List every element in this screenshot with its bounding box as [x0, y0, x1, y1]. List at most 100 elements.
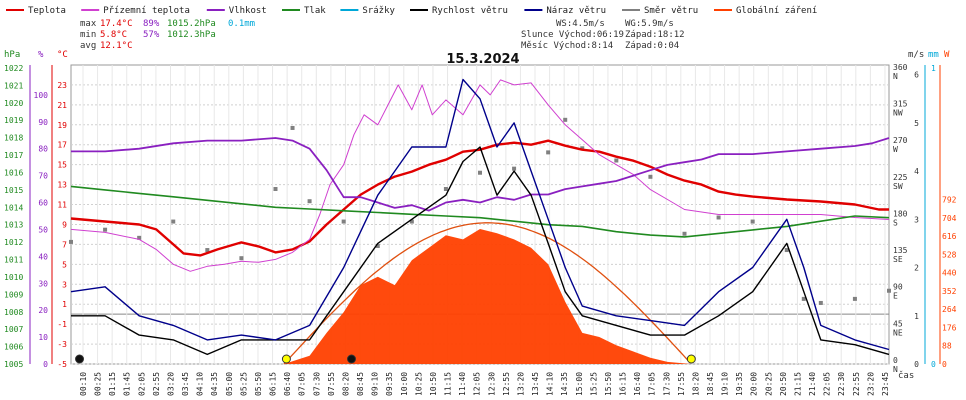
time-tick-label: 16:15	[619, 372, 628, 396]
radiation-area	[284, 229, 692, 364]
humidity-tick-label: 70	[38, 172, 48, 181]
pressure-tick-label: 1020	[4, 99, 23, 108]
humidity-tick-label: 0	[43, 360, 48, 369]
humidity-tick-label: 50	[38, 225, 48, 234]
radiation-tick-label: 704	[942, 214, 957, 223]
series-line-temp	[70, 79, 890, 272]
time-tick-label: 11:15	[444, 372, 453, 396]
time-tick-label: 15:50	[604, 372, 613, 396]
legend: Teplota Přízemní teplota Vlhkost Tlak Srážky…	[6, 6, 817, 16]
direction-tick-label: N	[893, 365, 898, 374]
legend-label: Teplota	[28, 6, 66, 16]
stats-avg-label: avg	[80, 41, 96, 51]
pressure-tick-label: 1014	[4, 203, 23, 212]
radiation-tick-label: 616	[942, 232, 957, 241]
series-line-temp	[70, 139, 889, 257]
time-tick-label: 14:10	[546, 372, 555, 396]
wind-tick-label: 2	[914, 264, 919, 273]
direction-point	[546, 150, 551, 155]
axis-unit-hpa: hPa	[4, 50, 20, 60]
moonset-marker	[75, 354, 85, 364]
pressure-tick-label: 1017	[4, 151, 23, 160]
time-tick-label: 02:55	[152, 372, 161, 396]
temp-tick-label: 17	[57, 141, 67, 150]
temp-tick-label: 7	[62, 240, 67, 249]
direction-tick-label: 180	[893, 209, 908, 218]
direction-point	[375, 243, 380, 248]
stats-max-hum: 89%	[143, 19, 160, 29]
time-tick-label: 20:25	[764, 372, 773, 396]
direction-point	[409, 219, 414, 224]
time-tick-label: 14:35	[560, 372, 569, 396]
time-tick-label: 09:35	[385, 372, 394, 396]
time-tick-label: 18:45	[706, 372, 715, 396]
time-tick-label: 22:05	[823, 372, 832, 396]
pressure-tick-label: 1009	[4, 290, 23, 299]
time-tick-label: 10:00	[400, 372, 409, 396]
time-tick-label: 06:40	[283, 372, 292, 396]
stats-min-press: 1012.3hPa	[167, 30, 216, 40]
direction-tick-label: 360	[893, 63, 908, 72]
rain-tick-label: 0	[931, 360, 936, 369]
legend-item: Náraz větru	[524, 6, 606, 16]
axis-unit-mm: mm	[928, 50, 939, 60]
time-tick-label: 03:20	[166, 372, 175, 396]
sun-set-info: Západ:18:12	[625, 30, 685, 40]
time-tick-label: 23:45	[881, 372, 890, 396]
legend-label: Přízemní teplota	[103, 6, 190, 16]
pressure-tick-label: 1015	[4, 186, 23, 195]
temp-tick-label: -3	[57, 340, 67, 349]
radiation-tick-label: 528	[942, 250, 957, 259]
legend-item: Směr větru	[622, 6, 698, 16]
direction-point	[273, 187, 278, 192]
pressure-tick-label: 1019	[4, 116, 23, 125]
axis-unit-pct: %	[38, 50, 44, 60]
direction-point	[341, 219, 346, 224]
pressure-tick-label: 1022	[4, 64, 23, 73]
radiation-tick-label: 88	[942, 342, 952, 351]
direction-tick-label: N	[893, 72, 898, 81]
stats-max-rain: 0.1mm	[228, 19, 255, 29]
time-tick-label: 13:20	[516, 372, 525, 396]
axis-unit-ms: m/s	[908, 50, 924, 60]
temp-tick-label: 9	[62, 220, 67, 229]
direction-point	[716, 215, 721, 220]
legend-label: Globální záření	[736, 6, 817, 16]
legend-item: Tlak	[282, 6, 326, 16]
legend-label: Rychlost větru	[432, 6, 508, 16]
pressure-tick-label: 1010	[4, 273, 23, 282]
stats-max-temp: 17.4°C	[100, 19, 133, 29]
stats-max-press: 1015.2hPa	[167, 19, 216, 29]
pressure-tick-label: 1021	[4, 81, 23, 90]
axis-unit-time: čas	[898, 370, 914, 381]
direction-tick-label: S	[893, 218, 898, 227]
direction-point	[205, 248, 210, 253]
time-tick-label: 11:40	[458, 372, 467, 396]
time-tick-label: 04:10	[196, 372, 205, 396]
moon-set-info: Západ:0:04	[625, 41, 679, 51]
pressure-tick-label: 1016	[4, 168, 23, 177]
temp-tick-label: 21	[57, 101, 67, 110]
time-tick-label: 00:10	[79, 372, 88, 396]
time-tick-label: 08:45	[356, 372, 365, 396]
wind-tick-label: 4	[914, 167, 919, 176]
temp-tick-label: -1	[57, 320, 67, 329]
humidity-tick-label: 40	[38, 252, 48, 261]
radiation-tick-label: 176	[942, 323, 957, 332]
direction-tick-label: 90	[893, 283, 903, 292]
temp-tick-label: 11	[57, 201, 67, 210]
series-line-humidity	[71, 137, 890, 212]
legend-label: Směr větru	[644, 6, 698, 16]
direction-point	[580, 146, 585, 151]
ws-info: WS:4.5m/s	[556, 19, 605, 29]
direction-tick-label: E	[893, 292, 898, 301]
direction-point	[801, 296, 806, 301]
legend-item: Globální záření	[714, 6, 817, 16]
time-tick-label: 05:00	[225, 372, 234, 396]
wind-tick-label: 5	[914, 119, 919, 128]
stats-avg-temp: 12.1°C	[100, 41, 133, 51]
time-tick-label: 10:25	[414, 372, 423, 396]
time-tick-label: 16:40	[633, 372, 642, 396]
legend-item: Teplota	[6, 6, 66, 16]
pressure-tick-label: 1011	[4, 256, 23, 265]
